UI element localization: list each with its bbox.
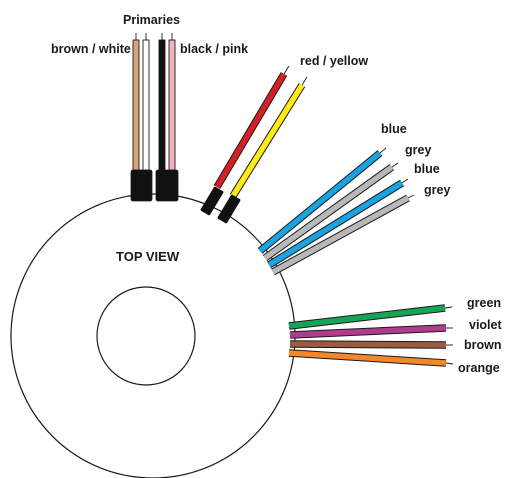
wire-end-orange <box>445 362 454 365</box>
sleeve-black-pink <box>155 169 179 202</box>
violet-label: violet <box>469 318 502 332</box>
wire-black <box>158 39 166 171</box>
sleeve-brown-white <box>130 169 153 202</box>
wire-end-red <box>283 65 290 75</box>
wire-blue-1 <box>258 150 382 254</box>
primary-wires <box>130 33 179 202</box>
wire-violet <box>289 325 447 338</box>
wire-pink <box>168 39 176 171</box>
wire-brown <box>289 341 447 348</box>
green-label: green <box>467 296 501 310</box>
brown-label: brown <box>464 338 502 352</box>
secondary-wires <box>288 304 454 367</box>
wire-brown <box>132 39 140 171</box>
red-yellow-wires <box>200 65 308 224</box>
wire-end-grey-2 <box>407 194 415 199</box>
red-yellow-label: red / yellow <box>300 54 368 68</box>
top-view-label: TOP VIEW <box>116 249 180 264</box>
wire-grey-1 <box>263 164 394 261</box>
brown-white-label: brown / white <box>51 42 131 56</box>
wire-red <box>214 72 287 189</box>
wire-end-grey-1 <box>391 162 399 168</box>
orange-label: orange <box>458 361 500 375</box>
wire-orange <box>288 350 447 366</box>
grey-label-2: grey <box>424 183 450 197</box>
wire-end-green <box>444 306 453 309</box>
wire-blue-2 <box>267 180 404 268</box>
blue-grey-wires <box>257 147 415 276</box>
wire-end-yellow <box>301 76 308 86</box>
wire-white <box>142 39 150 171</box>
blue-label-1: blue <box>381 122 407 136</box>
wire-grey-2 <box>271 195 410 275</box>
black-pink-label: black / pink <box>180 42 248 56</box>
wire-yellow <box>230 83 305 198</box>
primaries-label: Primaries <box>123 13 180 27</box>
wire-green <box>288 305 446 329</box>
wire-end-blue-2 <box>401 178 409 184</box>
sleeve-red <box>200 186 224 216</box>
blue-label-2: blue <box>414 162 440 176</box>
grey-label-1: grey <box>405 143 431 157</box>
wire-end-blue-1 <box>379 147 387 154</box>
toroid-center-hole <box>96 286 196 386</box>
sleeve-yellow <box>217 194 241 224</box>
